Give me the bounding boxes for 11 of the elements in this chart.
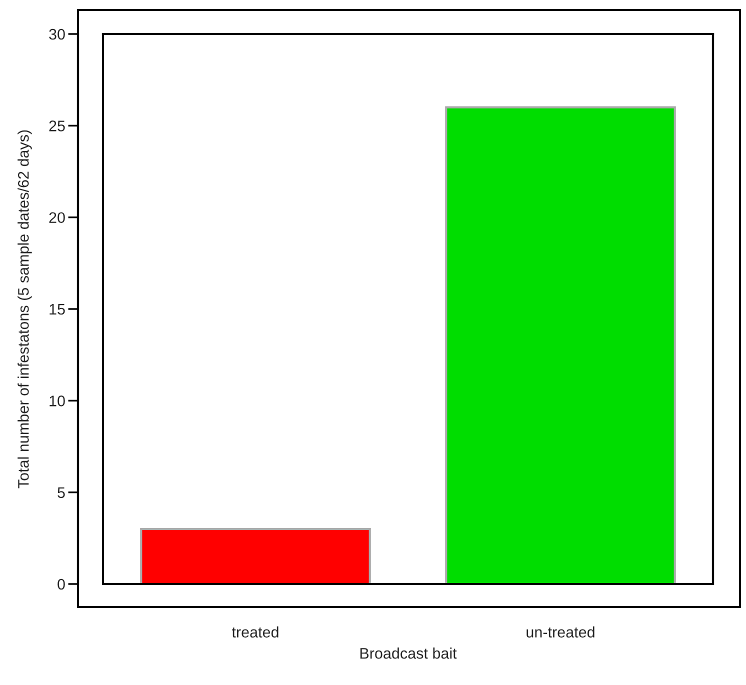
y-axis-title: Total number of infestatons (5 sample dates/62 days) [18,130,32,488]
x-tick-label: treated [232,626,278,638]
y-tick-label: 0 [58,578,65,590]
y-tick-label: 25 [49,120,65,132]
y-tick-label: 15 [50,304,65,315]
y-tick-label: 30 [49,28,65,40]
y-tick-label: 5 [58,487,65,498]
x-tick-label: un-treated [526,626,594,638]
y-tick-label: 10 [50,396,65,406]
y-tick-label: 20 [49,212,65,224]
x-axis-title: Broadcast bait [360,648,457,659]
